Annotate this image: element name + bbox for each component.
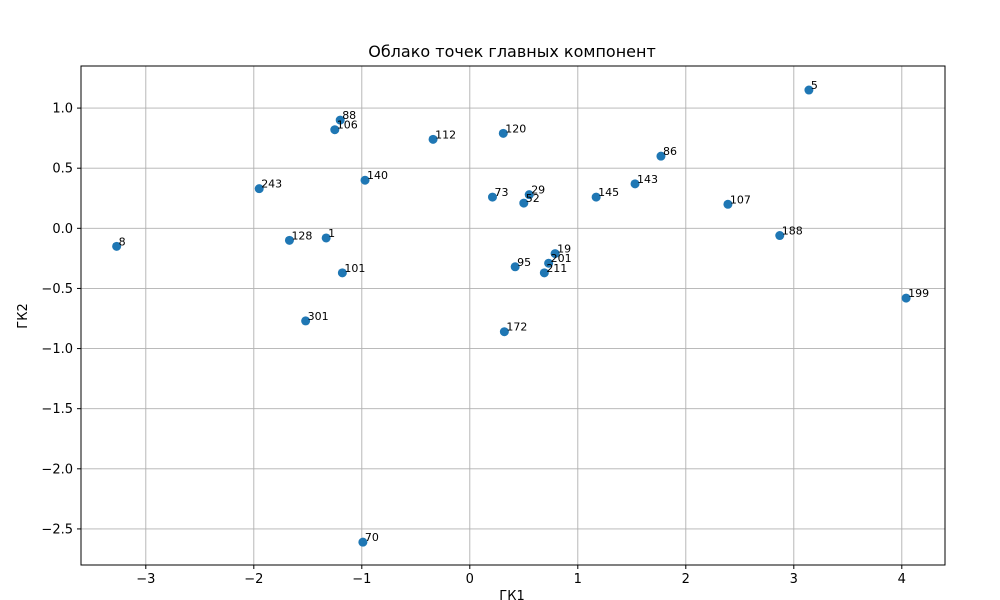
- grid: [81, 66, 945, 565]
- data-point: [428, 134, 438, 144]
- x-tick-label: 0: [466, 572, 474, 587]
- data-point: [544, 258, 554, 268]
- data-point: [358, 537, 368, 547]
- data-point: [337, 268, 347, 278]
- data-point: [775, 231, 785, 241]
- y-tick-label: 1.0: [52, 102, 73, 117]
- x-axis-ticks: −3 −2 −1 0 1 2 3 4: [136, 565, 906, 587]
- point-label: 5: [811, 79, 818, 92]
- data-point: [723, 199, 733, 209]
- data-point: [901, 293, 911, 303]
- point-label: 106: [337, 119, 358, 132]
- x-tick-label: 4: [898, 572, 906, 587]
- data-point: [656, 151, 666, 161]
- chart-title: Облако точек главных компонент: [368, 42, 656, 61]
- data-point: [550, 249, 560, 259]
- y-tick-label: −2.0: [41, 462, 73, 477]
- data-point: [335, 115, 345, 125]
- point-label: 19: [557, 243, 571, 256]
- point-label: 29: [531, 184, 545, 197]
- y-axis-ticks: −2.5 −2.0 −1.5 −1.0 −0.5 0.0 0.5 1.0: [41, 102, 81, 537]
- x-tick-label: −3: [136, 572, 155, 587]
- point-label: 86: [663, 145, 677, 158]
- point-label: 140: [367, 169, 388, 182]
- point-label: 101: [344, 262, 365, 275]
- point-label: 301: [308, 310, 329, 323]
- point-label: 128: [291, 229, 312, 242]
- data-point: [591, 192, 601, 202]
- y-tick-label: 0.0: [52, 222, 73, 237]
- point-label: 172: [506, 321, 527, 334]
- x-tick-label: −1: [352, 572, 371, 587]
- y-tick-label: −1.5: [41, 402, 73, 417]
- y-axis-label: ГК2: [16, 303, 31, 328]
- data-point: [804, 85, 814, 95]
- data-point: [330, 125, 340, 135]
- data-point: [254, 184, 264, 194]
- point-label: 243: [261, 178, 282, 191]
- data-point: [360, 175, 370, 185]
- point-label: 188: [782, 225, 803, 238]
- point-label: 8: [119, 235, 126, 248]
- point-label: 70: [365, 531, 379, 544]
- point-label: 1: [328, 227, 335, 240]
- point-label: 95: [517, 256, 531, 269]
- x-axis-label: ГК1: [499, 589, 524, 600]
- point-label: 201: [551, 252, 572, 265]
- data-point: [321, 233, 331, 243]
- x-tick-label: 1: [574, 572, 582, 587]
- data-point: [284, 235, 294, 245]
- data-point: [524, 190, 534, 200]
- point-label: 199: [908, 287, 929, 300]
- point-label: 73: [494, 186, 508, 199]
- data-point: [301, 316, 311, 326]
- y-tick-label: −2.5: [41, 522, 73, 537]
- point-label: 88: [342, 109, 356, 122]
- plot-frame: [80, 65, 946, 566]
- point-label: 107: [730, 193, 751, 206]
- point-label: 120: [505, 122, 526, 135]
- data-point: [510, 262, 520, 272]
- data-point: [539, 268, 549, 278]
- point-label: 211: [546, 262, 567, 275]
- y-tick-label: −0.5: [41, 282, 73, 297]
- x-tick-label: 3: [790, 572, 798, 587]
- x-tick-label: −2: [244, 572, 263, 587]
- x-tick-label: 2: [682, 572, 690, 587]
- y-tick-label: −1.0: [41, 342, 73, 357]
- point-label: 143: [637, 173, 658, 186]
- data-point: [487, 192, 497, 202]
- point-label: 112: [435, 128, 456, 141]
- y-tick-label: 0.5: [52, 162, 73, 177]
- point-label: 145: [598, 186, 619, 199]
- data-point: [630, 179, 640, 189]
- point-label: 52: [526, 192, 540, 205]
- data-point: [519, 198, 529, 208]
- data-point: [498, 128, 508, 138]
- data-point: [112, 241, 122, 251]
- data-point: [499, 327, 509, 337]
